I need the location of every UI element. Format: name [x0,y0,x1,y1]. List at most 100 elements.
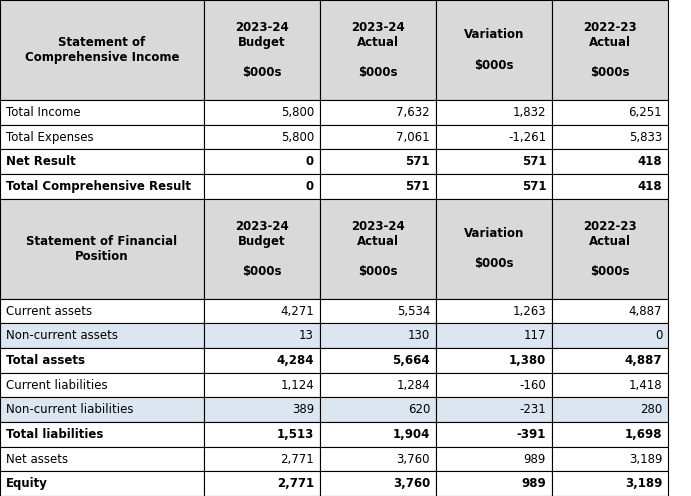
Text: 5,833: 5,833 [629,130,662,143]
Polygon shape [204,174,320,199]
Polygon shape [436,348,552,372]
Polygon shape [552,447,668,471]
Polygon shape [0,323,204,348]
Text: 0: 0 [306,155,314,168]
Text: -231: -231 [520,403,546,416]
Text: 418: 418 [638,155,662,168]
Text: 5,664: 5,664 [392,354,430,367]
Polygon shape [552,397,668,422]
Polygon shape [436,299,552,323]
Text: 1,513: 1,513 [276,428,314,441]
Text: 2022-23
Actual

$000s: 2022-23 Actual $000s [583,21,637,79]
Text: Statement of
Comprehensive Income: Statement of Comprehensive Income [25,36,179,64]
Text: 1,380: 1,380 [509,354,546,367]
Polygon shape [204,199,320,299]
Text: 1,832: 1,832 [513,106,546,119]
Text: 4,284: 4,284 [276,354,314,367]
Text: Net Result: Net Result [6,155,76,168]
Text: Statement of Financial
Position: Statement of Financial Position [26,235,178,263]
Polygon shape [0,0,204,100]
Text: 0: 0 [655,329,662,342]
Text: Variation

$000s: Variation $000s [464,227,524,270]
Polygon shape [0,397,204,422]
Polygon shape [436,124,552,149]
Polygon shape [320,471,436,496]
Text: 571: 571 [522,155,546,168]
Text: Non-current assets: Non-current assets [6,329,118,342]
Polygon shape [552,422,668,447]
Text: Variation

$000s: Variation $000s [464,28,524,71]
Text: 4,271: 4,271 [280,305,314,317]
Text: 2022-23
Actual

$000s: 2022-23 Actual $000s [583,220,637,278]
Polygon shape [204,372,320,397]
Text: Total Income: Total Income [6,106,81,119]
Text: 1,418: 1,418 [629,378,662,391]
Polygon shape [436,422,552,447]
Text: 2023-24
Actual

$000s: 2023-24 Actual $000s [351,21,405,79]
Text: 3,189: 3,189 [629,452,662,466]
Text: Current assets: Current assets [6,305,92,317]
Polygon shape [436,323,552,348]
Text: 2,771: 2,771 [277,477,314,490]
Polygon shape [320,299,436,323]
Text: 1,904: 1,904 [392,428,430,441]
Polygon shape [0,447,204,471]
Polygon shape [204,447,320,471]
Text: 989: 989 [521,477,546,490]
Text: 1,284: 1,284 [397,378,430,391]
Polygon shape [204,397,320,422]
Polygon shape [552,299,668,323]
Text: 6,251: 6,251 [629,106,662,119]
Polygon shape [552,174,668,199]
Text: 1,698: 1,698 [625,428,662,441]
Polygon shape [552,149,668,174]
Polygon shape [320,149,436,174]
Text: 0: 0 [306,180,314,193]
Polygon shape [436,100,552,124]
Polygon shape [320,174,436,199]
Text: Total Expenses: Total Expenses [6,130,93,143]
Polygon shape [0,174,204,199]
Text: 117: 117 [524,329,546,342]
Polygon shape [204,149,320,174]
Text: 1,124: 1,124 [280,378,314,391]
Text: 130: 130 [408,329,430,342]
Polygon shape [436,447,552,471]
Polygon shape [320,323,436,348]
Polygon shape [320,199,436,299]
Text: 4,887: 4,887 [629,305,662,317]
Polygon shape [0,471,204,496]
Text: -1,261: -1,261 [508,130,546,143]
Text: 989: 989 [524,452,546,466]
Polygon shape [436,372,552,397]
Text: 5,534: 5,534 [397,305,430,317]
Polygon shape [204,422,320,447]
Polygon shape [320,100,436,124]
Polygon shape [0,299,204,323]
Polygon shape [204,299,320,323]
Polygon shape [0,348,204,372]
Polygon shape [552,471,668,496]
Text: 280: 280 [640,403,662,416]
Text: -160: -160 [520,378,546,391]
Text: -391: -391 [517,428,546,441]
Polygon shape [552,348,668,372]
Text: Current liabilities: Current liabilities [6,378,108,391]
Text: Total liabilities: Total liabilities [6,428,104,441]
Polygon shape [0,422,204,447]
Text: 7,061: 7,061 [397,130,430,143]
Text: Net assets: Net assets [6,452,68,466]
Text: Total assets: Total assets [6,354,85,367]
Polygon shape [320,348,436,372]
Polygon shape [320,397,436,422]
Polygon shape [552,372,668,397]
Text: 5,800: 5,800 [281,130,314,143]
Text: 3,189: 3,189 [625,477,662,490]
Polygon shape [552,124,668,149]
Polygon shape [204,471,320,496]
Polygon shape [320,422,436,447]
Polygon shape [0,199,204,299]
Text: 4,887: 4,887 [625,354,662,367]
Polygon shape [0,124,204,149]
Polygon shape [320,124,436,149]
